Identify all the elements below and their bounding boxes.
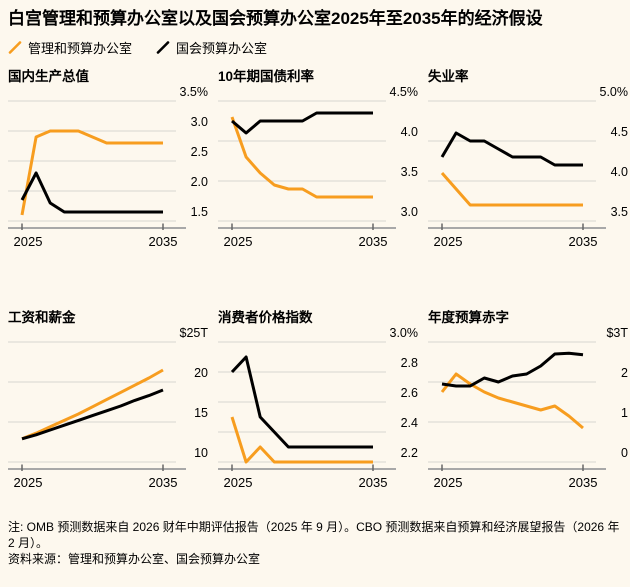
y-axis-label: 2.2 [401,446,418,460]
omb-line [230,116,373,199]
chart-title-annual-budget-deficit: 年度预算赤字 [428,310,509,326]
omb-line [440,172,583,207]
y-axis-label: $3T [606,327,628,340]
cbo-line [21,388,164,441]
x-axis-label: 2035 [569,234,598,249]
treasury-rate-chart-canvas: 4.5% 4.0 3.5 3.0 2025 2035 [218,86,419,249]
y-axis-label: 2 [621,366,628,380]
x-axis-label: 2035 [149,234,178,249]
y-axis-label: 4.5 [611,125,628,139]
omb-line-swatch-icon [8,41,22,55]
y-axis-label: 3.0 [191,115,208,129]
y-axis-label: 3.5% [180,86,209,99]
y-axis-label: 2.5 [191,145,208,159]
y-axis-label: 4.5% [390,86,419,99]
omb-line [230,416,373,464]
y-axis-label: 3.0 [401,205,418,219]
chart-unemployment-rate: 失业率 5.0% 4.5 4.0 3.5 2025 2035 [428,65,630,256]
x-axis-label: 2035 [359,475,388,490]
gdp-chart-canvas: 3.5% 3.0 2.5 2.0 1.5 2025 2035 [8,86,209,249]
legend-label-cbo: 国会预算办公室 [176,41,268,57]
chart-title-cpi: 消费者价格指数 [218,310,313,326]
y-axis-label: 2.4 [401,416,418,430]
omb-line [20,129,163,216]
x-axis-label: 2025 [434,475,463,490]
chart-gdp: 国内生产总值 3.5% 3.0 2.5 2.0 1.5 2025 2035 [8,65,218,256]
x-axis-label: 2025 [14,475,43,490]
chart-title-gdp: 国内生产总值 [8,69,89,85]
cbo-line [231,111,373,135]
x-axis-label: 2025 [14,234,43,249]
y-axis-label: 2.0 [191,175,208,189]
y-axis-label: 2.8 [401,356,418,370]
legend: 管理和预算办公室 国会预算办公室 [8,38,622,57]
chart-annual-budget-deficit: 年度预算赤字 $3T 2 1 0 2025 2035 [428,306,630,497]
charts-grid: 国内生产总值 3.5% 3.0 2.5 2.0 1.5 2025 2035 10年期国债利率… [8,65,628,497]
x-axis-label: 2035 [569,475,598,490]
y-axis-label: 0 [621,446,628,460]
source-text: 资料来源：管理和预算办公室、国会预算办公室 [8,552,261,567]
y-axis-label: 5.0% [600,86,629,99]
y-axis-label: 3.0% [390,327,419,340]
cbo-line [20,171,163,214]
economic-assumptions-graphic: 白宫管理和预算办公室以及国会预算办公室2025年至2035年的经济假设 管理和预… [8,9,628,567]
chart-10yr-treasury-rate: 10年期国债利率 4.5% 4.0 3.5 3.0 2025 2035 [218,65,428,256]
chart-wages-salaries: 工资和薪金 $25T 20 15 10 2025 2035 [8,306,218,497]
omb-line [440,372,584,430]
cbo-line [441,351,584,388]
chart-cpi: 消费者价格指数 3.0% 2.8 2.6 2.4 2.2 2025 2035 [218,306,428,497]
cbo-line-swatch-icon [156,41,170,55]
x-axis-label: 2035 [359,234,388,249]
legend-item-cbo: 国会预算办公室 [156,38,267,57]
deficit-chart-canvas: $3T 2 1 0 2025 2035 [428,327,628,490]
page-title: 白宫管理和预算办公室以及国会预算办公室2025年至2035年的经济假设 [8,9,543,28]
x-axis-label: 2035 [149,475,178,490]
chart-title-10yr-treasury-rate: 10年期国债利率 [218,69,315,85]
note-text: 注: OMB 预测数据来自 2026 财年中期评估报告（2025 年 9 月）。… [8,520,620,551]
omb-line [21,368,164,441]
y-axis-label: 15 [194,406,208,420]
y-axis-label: 3.5 [401,165,418,179]
y-axis-label: $25T [180,327,209,340]
cpi-chart-canvas: 3.0% 2.8 2.6 2.4 2.2 2025 2035 [218,327,419,490]
unemployment-chart-canvas: 5.0% 4.5 4.0 3.5 2025 2035 [428,86,629,249]
y-axis-label: 20 [194,366,208,380]
chart-title-wages-salaries: 工资和薪金 [8,310,76,326]
cbo-line [230,355,373,449]
footnote-block: 注: OMB 预测数据来自 2026 财年中期评估报告（2025 年 9 月）。… [8,519,622,567]
y-axis-label: 1.5 [191,205,208,219]
legend-item-omb: 管理和预算办公室 [8,38,132,57]
y-axis-label: 4.0 [401,125,418,139]
x-axis-label: 2025 [224,234,253,249]
y-axis-label: 1 [621,406,628,420]
y-axis-label: 3.5 [611,205,628,219]
y-axis-label: 2.6 [401,386,418,400]
y-axis-label: 4.0 [611,165,628,179]
chart-title-unemployment-rate: 失业率 [428,69,469,85]
x-axis-label: 2025 [434,234,463,249]
legend-label-omb: 管理和预算办公室 [28,41,133,57]
x-axis-label: 2025 [224,475,253,490]
wages-chart-canvas: $25T 20 15 10 2025 2035 [8,327,209,490]
cbo-line [440,131,583,167]
y-axis-label: 10 [194,446,208,460]
